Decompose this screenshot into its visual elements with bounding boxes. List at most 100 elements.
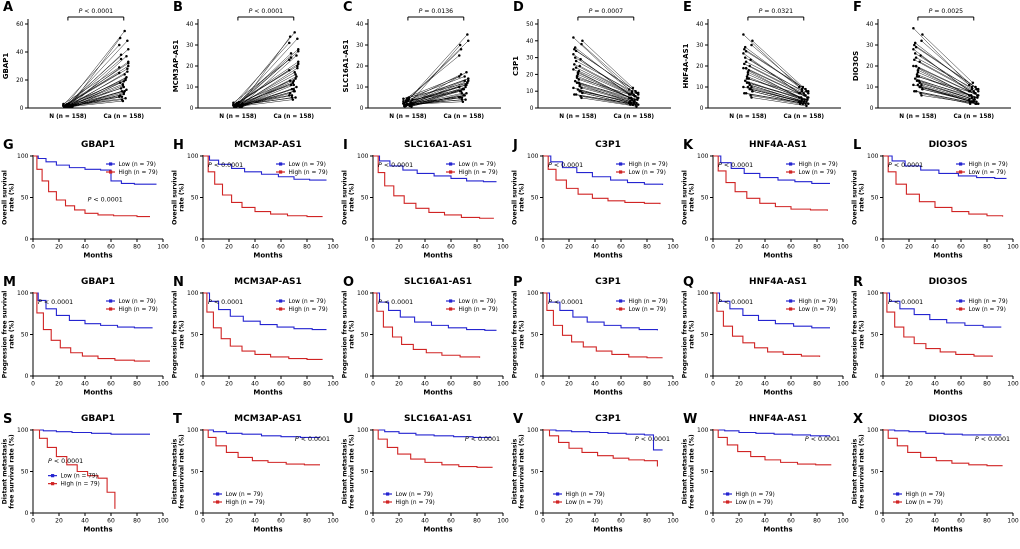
y-tick-label: 100 <box>867 427 879 434</box>
y-tick-label: 100 <box>357 427 369 434</box>
y-tick-label: 100 <box>697 153 709 160</box>
legend-square-marker <box>109 307 113 311</box>
x-axis-label: Months <box>83 526 112 534</box>
legend-label: High (n = 79) <box>736 492 775 498</box>
y-tick-label: 50 <box>361 469 369 476</box>
y-axis-label: Distant metastasisfree survival rate (%) <box>342 434 356 509</box>
x-tick-label: 100 <box>667 244 679 251</box>
legend-label: High (n = 79) <box>226 500 265 506</box>
y-tick-label: 50 <box>191 195 199 202</box>
y-tick-label: 50 <box>191 332 199 339</box>
x-tick-label: 100 <box>157 244 169 251</box>
x-tick-label: 60 <box>107 244 115 251</box>
panel-title: C3P1 <box>595 277 621 287</box>
x-tick-label: 20 <box>225 244 233 251</box>
y-axis-label: Progression free survivalrate (%) <box>512 291 526 379</box>
x-tick-label: 0 <box>31 381 35 388</box>
legend-label: Low (n = 79) <box>906 500 943 506</box>
x-tick-label: 0 <box>541 381 545 388</box>
x-tick-label: 20 <box>225 518 233 525</box>
panel-letter: J <box>513 138 518 153</box>
km-curve <box>203 429 320 466</box>
y-tick-label: 10 <box>526 89 534 95</box>
y-axis-label: Progression free survivalrate (%) <box>172 291 186 379</box>
x-tick-label: 100 <box>327 518 339 525</box>
y-tick-label: 10 <box>356 85 364 91</box>
y-tick-label: 50 <box>701 332 709 339</box>
legend: Low (n = 79) High (n = 79) <box>48 474 100 488</box>
legend-label: Low (n = 79) <box>969 307 1006 313</box>
km-curve <box>33 429 150 435</box>
x-tick-label: 40 <box>421 244 429 251</box>
x-category-label: N (n = 158) <box>219 114 257 120</box>
y-tick-label: 10 <box>696 85 704 91</box>
panel-O: O SLC16A1-AS1 0 50 100 0 20 40 60 80 100 Progressio… <box>340 275 510 412</box>
km-curve <box>373 292 497 331</box>
x-tick-label: 80 <box>473 244 481 251</box>
y-axis-label: Overall survivalrate (%) <box>342 170 356 225</box>
legend-square-marker <box>386 500 390 504</box>
legend-label: High (n = 79) <box>289 307 328 313</box>
x-tick-label: 60 <box>277 381 285 388</box>
x-tick-label: 100 <box>327 381 339 388</box>
km-curve <box>373 429 492 439</box>
legend-square-marker <box>216 492 220 496</box>
x-tick-label: 60 <box>277 244 285 251</box>
x-tick-label: 80 <box>643 244 651 251</box>
y-tick-label: 20 <box>866 64 874 70</box>
x-tick-label: 0 <box>541 244 545 251</box>
x-category-label: Ca (n = 158) <box>783 114 824 120</box>
y-tick-label: 60 <box>16 22 24 28</box>
x-tick-label: 20 <box>395 518 403 525</box>
y-axis-label: Progression free survivalrate (%) <box>2 291 16 379</box>
x-tick-label: 20 <box>395 244 403 251</box>
x-tick-label: 80 <box>133 244 141 251</box>
legend: High (n = 79) Low (n = 79) <box>616 299 668 313</box>
legend: Low (n = 79) High (n = 79) <box>446 299 498 313</box>
y-tick-label: 100 <box>187 427 199 434</box>
y-axis-label: Overall survivalrate (%) <box>852 170 866 225</box>
legend-label: High (n = 79) <box>61 482 100 488</box>
panel-title: GBAP1 <box>80 140 116 150</box>
x-tick-label: 60 <box>107 518 115 525</box>
km-plot: 0 50 100 0 20 40 60 80 100 Overall survivalrate (… <box>512 153 679 260</box>
y-axis-label: Progression free survivalrate (%) <box>852 291 866 379</box>
x-tick-label: 100 <box>497 381 509 388</box>
legend-label: High (n = 79) <box>396 500 435 506</box>
paired-points <box>232 31 300 109</box>
x-tick-label: 80 <box>643 381 651 388</box>
paired-dot-plot: 0 10 20 30 40 MCM3AP-AS1 P < 0.0001 N (n = 158)… <box>172 8 331 120</box>
panel-title: HNF4A-AS1 <box>749 414 807 424</box>
p-value-label: P < 0.0001 <box>718 299 753 306</box>
x-tick-label: 20 <box>905 244 913 251</box>
legend-label: Low (n = 79) <box>459 162 496 168</box>
legend-square-marker <box>109 162 113 166</box>
panel-M: M GBAP1 0 50 100 0 20 40 60 80 100 Progression free… <box>0 275 170 412</box>
x-tick-label: 0 <box>711 518 715 525</box>
panel-title: MCM3AP-AS1 <box>234 140 302 150</box>
km-curve <box>203 292 327 331</box>
legend-square-marker <box>109 170 113 174</box>
legend-label: High (n = 79) <box>799 162 838 168</box>
legend-square-marker <box>216 500 220 504</box>
panel-T: T MCM3AP-AS1 0 50 100 0 20 40 60 80 100 Distant met… <box>170 412 340 549</box>
legend-square-marker <box>449 307 453 311</box>
y-tick-label: 100 <box>697 427 709 434</box>
p-value-label: P < 0.0001 <box>48 458 83 465</box>
y-tick-label: 100 <box>187 290 199 297</box>
y-axis-label: DIO3OS <box>852 51 860 81</box>
legend-square-marker <box>109 299 113 303</box>
y-tick-label: 50 <box>871 195 879 202</box>
legend-label: High (n = 79) <box>289 170 328 176</box>
legend-square-marker <box>619 170 623 174</box>
panel-W: W HNF4A-AS1 0 50 100 0 20 40 60 80 100 Distant meta… <box>680 412 850 549</box>
x-tick-label: 80 <box>473 381 481 388</box>
legend-label: Low (n = 79) <box>119 162 156 168</box>
legend-square-marker <box>896 492 900 496</box>
y-axis-label: Distant metastasisfree survival rate (%) <box>2 434 16 509</box>
x-tick-label: 60 <box>957 518 965 525</box>
km-plot: 0 50 100 0 20 40 60 80 100 Overall survivalrate (… <box>682 153 849 260</box>
